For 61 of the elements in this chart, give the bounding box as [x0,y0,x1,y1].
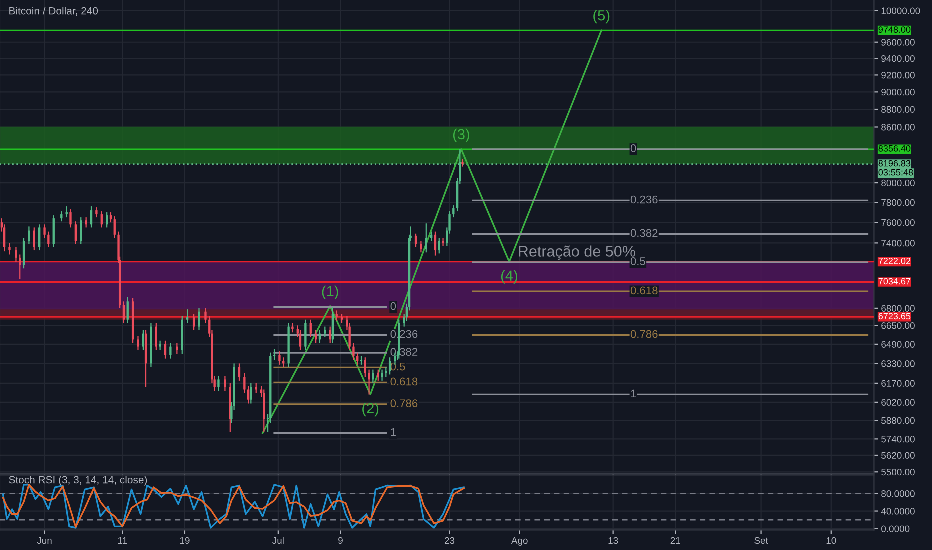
y-tick-label: 5500.00 [882,468,915,476]
annotation: 0 [390,302,396,310]
annotation: 0 [630,144,636,152]
annotation: 0.5 [390,362,406,371]
y-tick-label: 10000.00 [882,8,920,14]
annotation: (1) [322,286,338,300]
y-tick-label: 9200.00 [882,72,915,79]
annotation: (5) [594,10,610,24]
annotation: 0.786 [390,400,418,408]
ref-line-label: 6723.65 [878,313,911,320]
y-tick-label: 7800.00 [882,199,915,206]
y-tick-label: 8800.00 [882,106,915,114]
y-tick-label: 8600.00 [882,124,915,131]
annotation: 0.618 [630,286,658,295]
x-tick-label: 10 [826,537,836,544]
annotation: 0.786 [630,330,658,338]
ref-line-label: 8356.40 [878,145,911,152]
y-tick-label: 5740.00 [882,436,915,443]
y-tick-label: 0.0000 [882,526,910,532]
ref-line-label: 7222.02 [878,258,911,264]
y-tick-label: 8000.00 [882,180,915,187]
x-tick-label: Set [754,537,768,544]
text: 03:55:48 [878,169,914,176]
ref-line-label: 7034.67 [878,278,911,285]
x-tick-label: 9 [338,537,343,544]
x-tick-label: 21 [670,537,680,544]
annotation: (4) [501,270,518,284]
y-tick-label: 6330.00 [882,360,915,368]
x-tick-label: Jun [37,537,52,544]
text: Bitcoin / Dollar, 240 [10,7,98,16]
x-tick-label: 13 [608,537,618,544]
x-tick-label: 23 [444,537,455,544]
y-tick-label: 5620.00 [882,452,915,459]
x-tick-label: Ago [511,537,528,546]
x-tick-label: Jul [272,537,284,544]
annotation: 0.382 [630,229,658,238]
y-tick-label: 6650.00 [882,322,915,330]
x-tick-label: 19 [180,537,190,544]
annotation: 1 [391,428,396,436]
y-tick-label: 9000.00 [882,88,915,96]
annotation: 1 [631,390,636,398]
annotation: (3) [453,128,470,142]
x-tick-label: 11 [118,537,128,544]
annotation: 0.618 [390,378,418,386]
y-tick-label: 7600.00 [882,219,915,226]
ref-line-label: 9748.00 [878,26,911,33]
y-tick-label: 7400.00 [882,240,915,247]
annotation: (2) [362,402,379,417]
chart-title: Stoch RSI (3, 3, 14, 14, close) [9,476,148,486]
y-tick-label: 6800.00 [882,305,915,312]
annotation: 0.236 [630,196,658,204]
y-tick-label: 40.0000 [881,508,915,515]
y-tick-label: 6490.00 [882,341,915,348]
y-tick-label: 9400.00 [882,55,915,62]
ref-line-label: 8196.83 [878,160,911,167]
y-tick-label: 5880.00 [882,417,915,424]
y-tick-label: 80.0000 [882,490,915,498]
y-tick-label: 9600.00 [882,39,915,46]
y-tick-label: 6170.00 [882,380,915,387]
y-tick-label: 6020.00 [882,399,915,406]
annotation: 0.5 [630,258,646,266]
